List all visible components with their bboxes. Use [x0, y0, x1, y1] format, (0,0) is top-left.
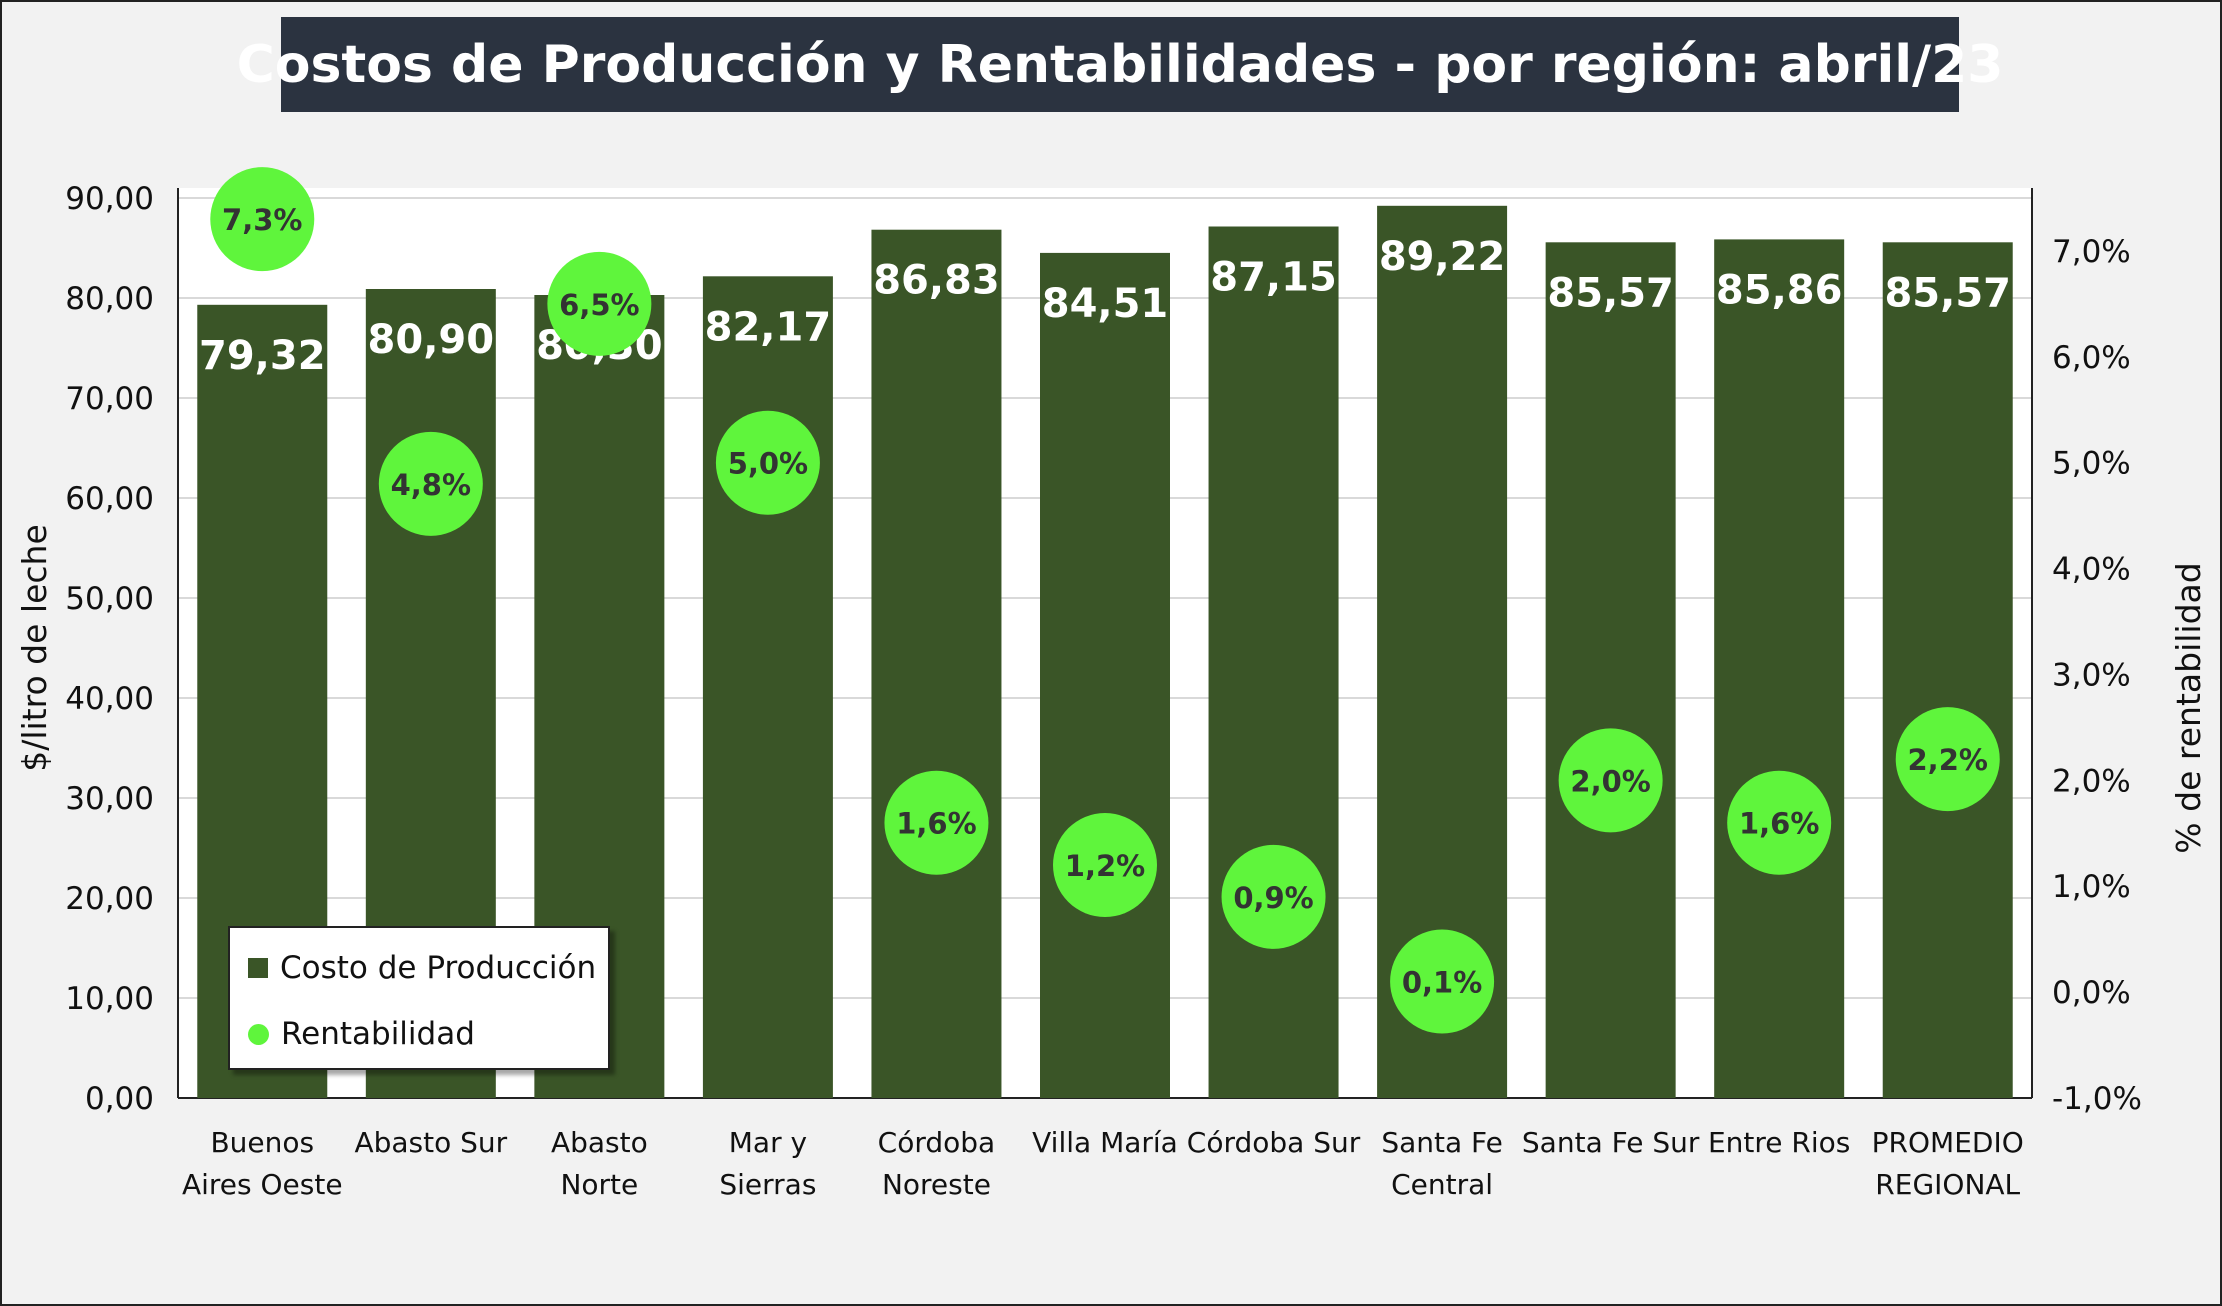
legend-item-costo: Costo de Producción	[248, 950, 596, 986]
bar-data-label: 79,32	[199, 333, 326, 379]
x-tick-label: Abasto Sur	[354, 1126, 507, 1159]
bar-data-label: 85,57	[1884, 270, 2011, 316]
y-tick-label: 40,00	[65, 681, 154, 717]
y-tick-label: 30,00	[65, 781, 154, 817]
rentabilidad-data-label: 0,1%	[1402, 966, 1482, 1000]
rentabilidad-point	[1390, 929, 1495, 1034]
x-tick-label: Entre Rios	[1708, 1126, 1850, 1159]
rentabilidad-point	[1558, 728, 1663, 833]
rentabilidad-point	[1221, 844, 1326, 949]
bar-data-label: 80,90	[368, 317, 495, 363]
rentabilidad-data-label: 2,0%	[1570, 764, 1650, 798]
x-tick-label: Sierras	[719, 1168, 816, 1201]
y2-tick-label: 3,0%	[2052, 657, 2131, 693]
bar	[871, 229, 1002, 1098]
bar-data-label: 85,57	[1547, 270, 1674, 316]
x-tick-label: Norte	[560, 1168, 638, 1201]
bar	[1545, 242, 1676, 1099]
x-tick-label: Noreste	[882, 1168, 991, 1201]
x-tick-label: Santa Fe Sur	[1522, 1126, 1700, 1159]
rentabilidad-point	[547, 251, 652, 356]
bar	[1882, 242, 2013, 1099]
legend-label-rentabilidad: Rentabilidad	[281, 1016, 475, 1052]
x-tick-label: Villa María	[1032, 1126, 1178, 1159]
chart-title: Costos de Producción y Rentabilidades - …	[237, 17, 2003, 112]
y2-tick-label: 5,0%	[2052, 446, 2131, 482]
legend-swatch-costo	[248, 958, 268, 978]
y-tick-label: 90,00	[65, 181, 154, 217]
legend-label-costo: Costo de Producción	[280, 950, 597, 986]
y2-tick-label: 0,0%	[2052, 975, 2131, 1011]
rentabilidad-data-label: 5,0%	[728, 447, 808, 481]
y-tick-label: 60,00	[65, 481, 154, 517]
bar	[702, 276, 833, 1098]
y2-tick-label: 4,0%	[2052, 552, 2131, 588]
y2-tick-label: 6,0%	[2052, 340, 2131, 376]
bar	[1714, 239, 1845, 1098]
rentabilidad-point	[378, 431, 483, 536]
bar-data-label: 89,22	[1379, 234, 1506, 280]
bar-data-label: 86,83	[873, 258, 1000, 304]
x-tick-label: Córdoba Sur	[1187, 1126, 1361, 1159]
y-tick-label: 80,00	[65, 281, 154, 317]
x-tick-label: Abasto	[551, 1126, 648, 1159]
bar-data-label: 85,86	[1716, 267, 1843, 313]
x-tick-label: Santa Fe	[1381, 1126, 1503, 1159]
x-tick-label: Buenos	[210, 1126, 314, 1159]
y-tick-label: 0,00	[85, 1081, 154, 1117]
rentabilidad-data-label: 2,2%	[1908, 743, 1988, 777]
y-tick-label: 10,00	[65, 981, 154, 1017]
legend: Costo de Producción Rentabilidad	[228, 926, 610, 1070]
rentabilidad-point	[1895, 707, 2000, 812]
x-tick-label: PROMEDIO	[1872, 1126, 2024, 1159]
rentabilidad-point	[715, 410, 820, 515]
rentabilidad-data-label: 4,8%	[391, 468, 471, 502]
x-tick-label: Aires Oeste	[182, 1168, 343, 1201]
rentabilidad-data-label: 7,3%	[222, 203, 302, 237]
rentabilidad-point	[1053, 813, 1157, 918]
rentabilidad-data-label: 6,5%	[559, 288, 639, 322]
y2-tick-label: -1,0%	[2052, 1081, 2142, 1117]
rentabilidad-point	[884, 770, 989, 875]
y-axis-title: $/litro de leche	[15, 524, 54, 771]
y2-tick-label: 7,0%	[2052, 234, 2131, 270]
y2-tick-label: 1,0%	[2052, 869, 2131, 905]
rentabilidad-data-label: 0,9%	[1233, 881, 1313, 915]
x-tick-label: REGIONAL	[1875, 1168, 2020, 1201]
bar-data-label: 87,15	[1210, 255, 1337, 301]
y-tick-label: 50,00	[65, 581, 154, 617]
bar-data-label: 82,17	[705, 304, 832, 350]
legend-item-rentabilidad: Rentabilidad	[248, 1016, 475, 1052]
y2-tick-label: 2,0%	[2052, 763, 2131, 799]
x-tick-label: Central	[1391, 1168, 1493, 1201]
x-tick-label: Mar y	[729, 1126, 807, 1159]
rentabilidad-data-label: 1,6%	[1739, 807, 1819, 841]
bar-data-label: 84,51	[1042, 281, 1169, 327]
rentabilidad-data-label: 1,6%	[896, 807, 976, 841]
y2-axis-title: % de rentabilidad	[2169, 562, 2208, 853]
bar	[1040, 252, 1170, 1098]
y-tick-label: 70,00	[65, 381, 154, 417]
y-tick-label: 20,00	[65, 881, 154, 917]
rentabilidad-point	[210, 167, 315, 272]
x-tick-label: Córdoba	[878, 1126, 996, 1159]
rentabilidad-data-label: 1,2%	[1065, 849, 1145, 883]
bar	[1208, 226, 1339, 1098]
rentabilidad-point	[1727, 770, 1832, 875]
legend-swatch-rentabilidad	[248, 1023, 269, 1045]
